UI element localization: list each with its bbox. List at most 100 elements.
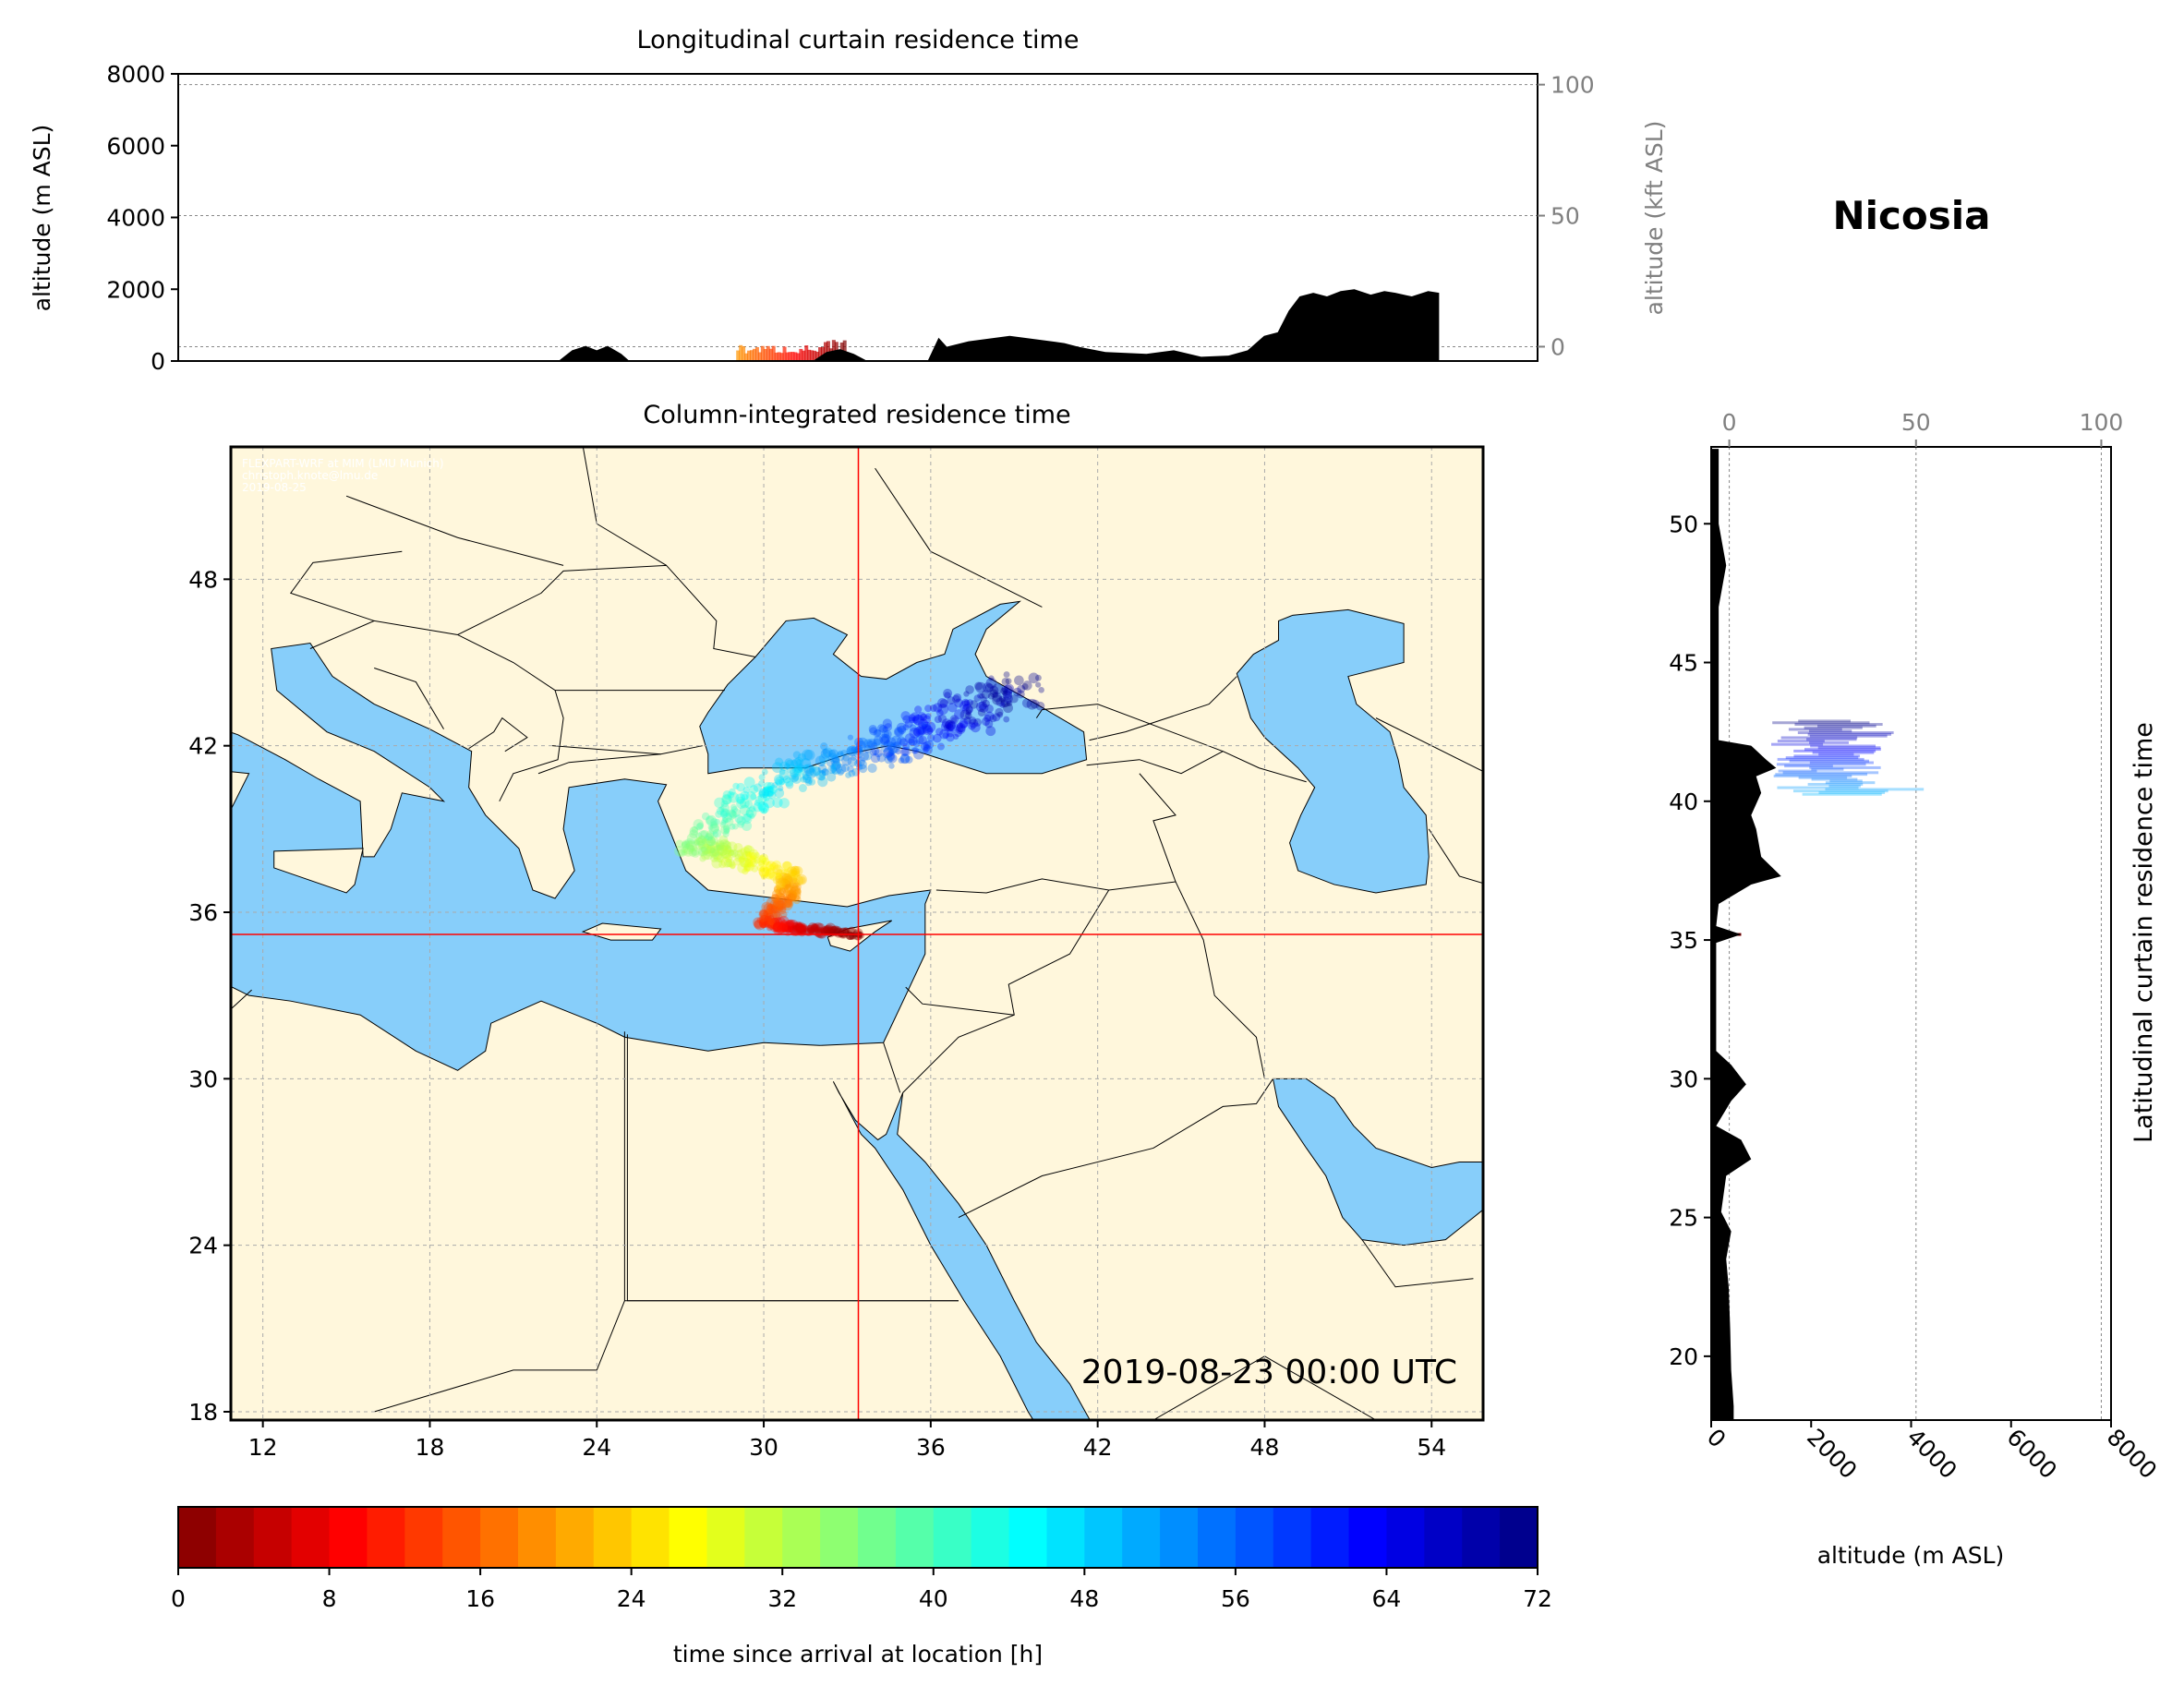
- plume-particle: [724, 845, 732, 853]
- plume-particle: [829, 925, 839, 936]
- colorbar-segment: [442, 1507, 481, 1568]
- plume-particle: [824, 924, 835, 935]
- latitude-tick-label: 30: [188, 1066, 218, 1092]
- plume-particle: [921, 723, 927, 730]
- plume-particle: [784, 921, 790, 928]
- plume-particle: [777, 922, 788, 933]
- plume-particle: [723, 824, 730, 831]
- residence-column: [831, 340, 836, 361]
- plume-particle: [712, 828, 722, 838]
- plume-particle: [923, 741, 932, 749]
- map-title: Column-integrated residence time: [643, 401, 1070, 429]
- plume-particle: [830, 925, 838, 933]
- plume-particle: [889, 741, 901, 753]
- plume-particle: [714, 797, 725, 809]
- plume-particle: [984, 719, 994, 729]
- plume-particle: [732, 782, 740, 790]
- plume-particle: [757, 801, 766, 811]
- plume-particle: [923, 715, 932, 724]
- plume-particle: [786, 889, 797, 901]
- plume-particle: [1003, 671, 1010, 679]
- plume-particle: [722, 830, 730, 837]
- plume-particle: [797, 765, 805, 773]
- residence-row: [1792, 789, 1888, 793]
- plume-particle: [730, 805, 739, 813]
- plume-particle: [815, 770, 827, 781]
- plume-particle: [809, 765, 821, 777]
- plume-particle: [758, 860, 766, 867]
- residence-row: [1773, 774, 1852, 777]
- plume-particle: [821, 768, 829, 777]
- residence-row: [1807, 782, 1864, 786]
- plume-particle: [772, 900, 783, 911]
- plume-particle: [760, 922, 766, 929]
- plume-particle: [848, 748, 855, 755]
- plume-particle: [798, 784, 807, 793]
- plume-particle: [810, 922, 820, 933]
- plume-particle: [715, 810, 723, 818]
- plume-particle: [961, 698, 970, 707]
- plume-particle: [778, 768, 786, 776]
- plume-particle: [876, 753, 887, 763]
- plume-particle: [728, 791, 740, 803]
- plume-particle: [924, 704, 933, 713]
- colorbar-segment: [1122, 1507, 1161, 1568]
- plume-particle: [700, 850, 710, 861]
- plume-particle: [998, 695, 1007, 703]
- plume-particle: [764, 921, 771, 927]
- plume-particle: [740, 847, 751, 858]
- credit-text: christoph.knote@lmu.de: [242, 469, 378, 482]
- plume-particle: [804, 928, 812, 935]
- plume-particle: [710, 854, 718, 862]
- plume-particle: [922, 746, 929, 753]
- residence-row: [1793, 749, 1876, 753]
- residence-row: [1798, 719, 1852, 723]
- residence-row: [1810, 744, 1876, 748]
- plume-particle: [940, 721, 952, 732]
- colorbar-tick-label: 40: [919, 1585, 948, 1612]
- plume-particle: [773, 917, 783, 927]
- colorbar-segment: [669, 1507, 708, 1568]
- plume-particle: [750, 793, 757, 801]
- plume-particle: [992, 692, 999, 698]
- plume-particle: [929, 704, 937, 713]
- plume-particle: [774, 892, 785, 903]
- plume-particle: [902, 742, 911, 751]
- plume-particle: [897, 736, 906, 745]
- plume-particle: [973, 694, 981, 702]
- plume-particle: [830, 763, 842, 775]
- plume-particle: [1001, 678, 1010, 686]
- plume-particle: [908, 736, 918, 746]
- plume-particle: [822, 747, 833, 758]
- residence-column: [768, 348, 773, 361]
- plume-particle: [786, 898, 792, 906]
- plume-particle: [746, 791, 756, 801]
- plume-particle: [758, 789, 766, 797]
- plume-particle: [682, 839, 691, 849]
- plume-particle: [700, 829, 709, 838]
- plume-particle: [937, 698, 947, 708]
- plume-particle: [812, 766, 822, 777]
- plume-particle: [783, 873, 792, 883]
- plume-particle: [796, 759, 802, 765]
- altitude-tick-label: 6000: [106, 133, 165, 160]
- plume-particle: [804, 778, 813, 787]
- plume-particle: [758, 909, 768, 920]
- country-border: [1361, 1239, 1474, 1288]
- plume-particle: [770, 893, 779, 902]
- plume-particle: [780, 878, 789, 886]
- plume-particle: [887, 743, 899, 754]
- plume-particle: [759, 853, 768, 862]
- plume-particle: [720, 820, 727, 826]
- plume-particle: [763, 794, 770, 801]
- plume-particle: [908, 717, 916, 724]
- residence-row: [1798, 776, 1848, 779]
- colorbar-segment: [367, 1507, 406, 1568]
- plume-particle: [764, 869, 775, 880]
- plume-particle: [682, 843, 694, 855]
- plume-particle: [706, 815, 715, 825]
- colorbar-segment: [858, 1507, 897, 1568]
- plume-particle: [759, 867, 770, 879]
- plume-particle: [898, 757, 905, 764]
- plume-particle: [788, 869, 796, 877]
